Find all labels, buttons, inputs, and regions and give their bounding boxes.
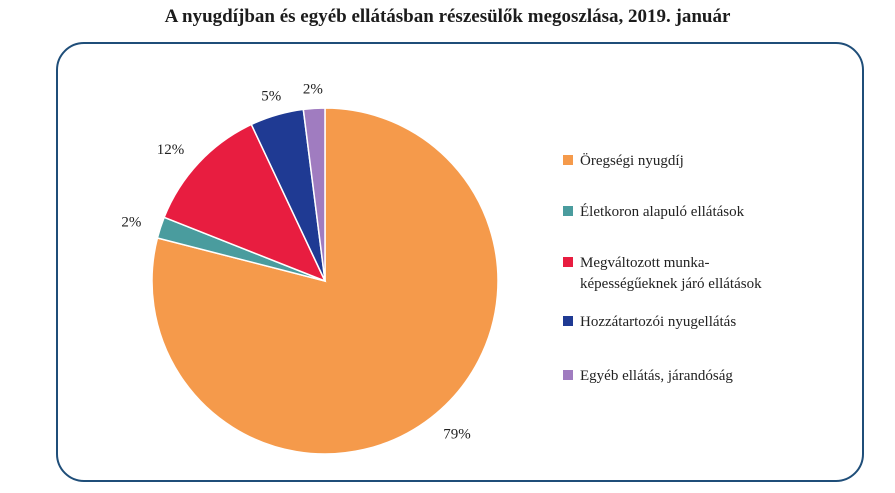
pie-value-label-2: 12% [157,142,185,158]
legend-swatch-2 [563,257,573,267]
legend-swatch-4 [563,370,573,380]
legend-label-0: Öregségi nyugdíj [580,152,684,169]
pie-value-label-0: 79% [443,427,471,443]
legend-label-2-line-1: képességűeknek járó ellátások [580,276,762,292]
legend-label-1: Életkoron alapuló ellátások [580,203,745,220]
pie-slice-4 [302,107,326,282]
legend: Öregségi nyugdíj Életkoron alapuló ellátá… [563,152,762,384]
pie-value-label-4: 2% [303,81,323,97]
pie-value-label-1: 2% [121,214,141,230]
pie-value-labels: 79% 2% 12% 5% 2% [121,81,470,442]
legend-label-2: Megváltozott munka- [580,255,710,271]
pie-slices [151,107,499,455]
legend-swatch-3 [563,316,573,326]
pie-value-label-3: 5% [261,89,281,105]
legend-swatch-0 [563,155,573,165]
legend-label-4: Egyéb ellátás, járandóság [580,368,733,384]
legend-swatch-1 [563,206,573,216]
pie-slice-2 [163,123,327,283]
chart-frame [56,42,864,482]
chart-title: A nyugdíjban és egyéb ellátásban részesü… [164,6,731,27]
legend-label-3: Hozzátartozói nyugellátás [580,314,736,330]
